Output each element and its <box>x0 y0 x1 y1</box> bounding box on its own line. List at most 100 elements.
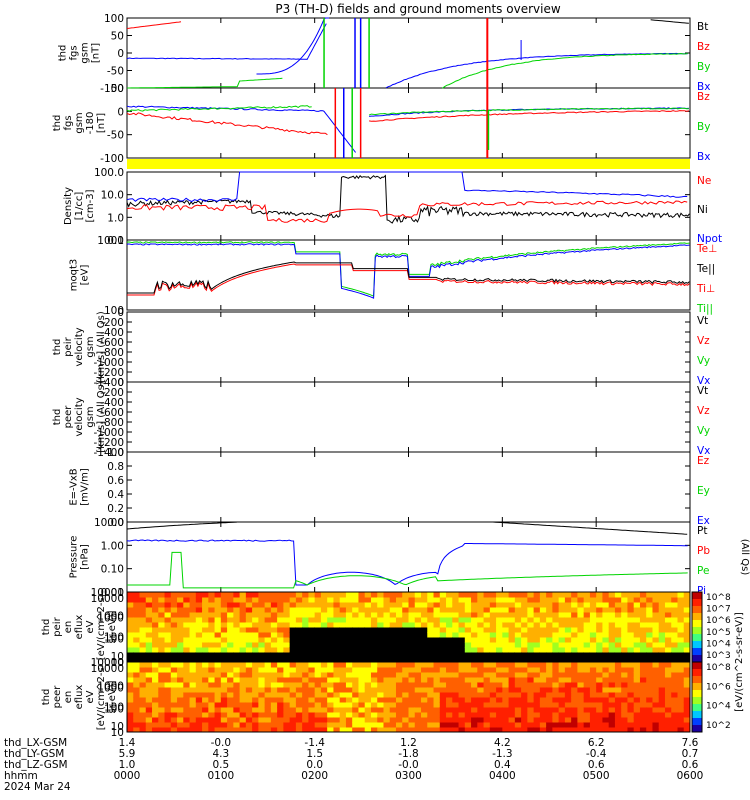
y-tick-label: 0 <box>117 48 124 60</box>
spec-cell <box>364 607 372 613</box>
spec-cell <box>602 592 610 598</box>
spec-cell <box>314 717 322 723</box>
spec-cell <box>496 717 503 723</box>
spec-cell <box>295 667 303 673</box>
spec-cell <box>464 712 472 718</box>
spec-cell <box>214 627 222 633</box>
spec-cell <box>671 617 678 623</box>
legend-Vt: Vt <box>697 315 708 327</box>
spec-cell <box>395 642 403 648</box>
spec-cell <box>158 677 166 683</box>
spec-cell <box>489 617 497 623</box>
spec-cell <box>433 687 441 693</box>
spec-cell <box>277 677 284 683</box>
ion-spectrogram <box>126 591 691 663</box>
spec-cell <box>621 677 628 683</box>
spec-cell <box>302 717 309 723</box>
spec-cell <box>158 617 166 623</box>
spec-cell <box>395 627 403 633</box>
spec-cell <box>370 622 378 628</box>
spec-cell <box>195 637 203 643</box>
spec-cell <box>239 652 247 658</box>
spec-cell <box>652 592 660 598</box>
spec-cell <box>302 632 309 638</box>
spec-cell <box>358 617 366 623</box>
spec-cell <box>308 717 316 723</box>
spec-cell <box>127 717 134 723</box>
spec-cell <box>183 702 191 708</box>
spec-cell <box>252 667 259 673</box>
spec-cell <box>558 722 566 728</box>
spec-cell <box>208 682 216 688</box>
spec-cell <box>264 727 272 733</box>
spec-cell <box>164 712 172 718</box>
spec-cell <box>314 617 322 623</box>
spec-cell <box>170 677 178 683</box>
spec-cell <box>364 602 372 608</box>
spec-cell <box>533 607 541 613</box>
spec-cell <box>583 687 591 693</box>
spec-cell <box>345 697 353 703</box>
spec-cell <box>139 657 147 663</box>
spec-cell <box>683 622 691 628</box>
spec-cell <box>458 667 466 673</box>
spec-cell <box>164 722 172 728</box>
spec-cell <box>152 607 159 613</box>
spec-cell <box>183 697 191 703</box>
spec-cell <box>477 597 485 603</box>
spec-cell <box>183 647 191 653</box>
spec-cell <box>508 632 516 638</box>
spec-cell <box>683 592 691 598</box>
spec-cell <box>589 612 597 618</box>
spec-cell <box>239 687 247 693</box>
spec-cell <box>339 602 347 608</box>
spec-cell <box>408 637 416 643</box>
spec-cell <box>127 632 134 638</box>
spec-cell <box>170 727 178 733</box>
spec-cell <box>133 677 141 683</box>
spec-cell <box>602 677 610 683</box>
spec-cell <box>533 627 541 633</box>
spec-cell <box>233 612 241 618</box>
spec-cell <box>289 617 297 623</box>
y-axis-label-line: [mV/m] <box>80 468 91 506</box>
spec-cell <box>277 682 284 688</box>
spec-cell <box>245 642 253 648</box>
spec-cell <box>677 662 685 668</box>
spec-cell <box>489 637 497 643</box>
spec-cell <box>446 627 453 633</box>
spec-cell <box>564 652 572 658</box>
spec-cell <box>583 722 591 728</box>
spec-cell <box>258 717 266 723</box>
spec-cell <box>277 627 284 633</box>
spec-cell <box>633 652 641 658</box>
spec-cell <box>577 667 585 673</box>
y-tick-label: -400 <box>100 397 124 409</box>
spec-cell <box>314 722 322 728</box>
spec-cell <box>502 602 510 608</box>
spec-cell <box>164 702 172 708</box>
spec-cell <box>345 692 353 698</box>
spec-cell <box>395 592 403 598</box>
spec-cell <box>145 597 153 603</box>
spec-cell <box>208 647 216 653</box>
spec-cell <box>558 597 566 603</box>
spec-cell <box>608 607 616 613</box>
spec-cell <box>439 592 447 598</box>
spec-cell <box>264 717 272 723</box>
spec-cell <box>421 697 428 703</box>
spec-cell <box>127 677 134 683</box>
spec-cell <box>446 692 453 698</box>
spec-cell <box>627 717 635 723</box>
spec-cell <box>133 697 141 703</box>
y-tick-label: 10000 <box>91 593 124 605</box>
spec-cell <box>521 652 528 658</box>
spec-cell <box>227 592 234 598</box>
spec-cell <box>521 612 528 618</box>
spec-cell <box>177 702 184 708</box>
spec-cell <box>189 642 197 648</box>
spec-cell <box>427 687 435 693</box>
spec-cell <box>483 627 491 633</box>
spec-cell <box>602 617 610 623</box>
